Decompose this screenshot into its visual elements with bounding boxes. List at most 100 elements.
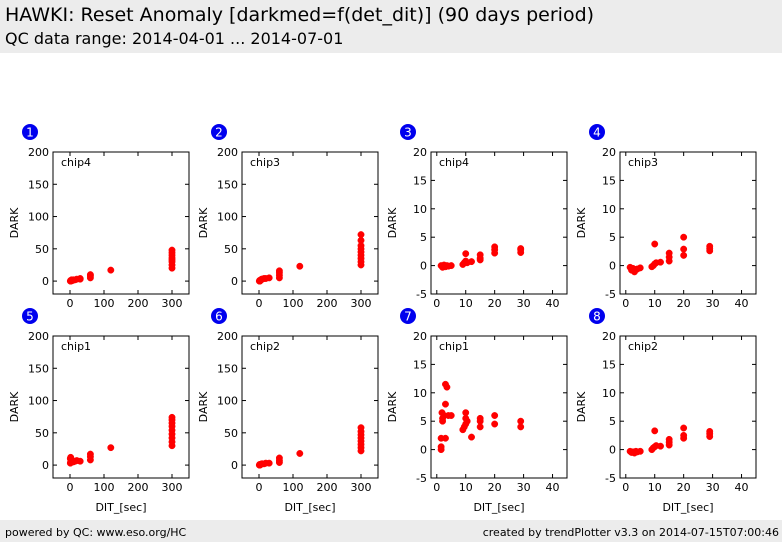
chip-label: chip3 [250,156,280,169]
footer-credit: powered by QC: www.eso.org/HC [5,526,187,539]
scatter-panel-2: 0 100 200 300 0 50 100 150 200 chip3 DARK 2 [197,124,379,310]
x-tick-label: 30 [517,297,531,310]
data-point [357,236,365,244]
data-point [476,251,484,259]
x-tick-label: 40 [546,297,560,310]
x-tick-label: 300 [162,481,183,494]
panel-number-badge [22,308,38,324]
footer-created: created by trendPlotter v3.3 on 2014-07-… [482,526,779,539]
y-tick-label: 20 [413,146,427,159]
x-tick-label: 40 [735,297,749,310]
y-tick-label: -5 [605,288,616,301]
y-axis-label: DARK [386,391,399,422]
header: HAWKI: Reset Anomaly [darkmed=f(det_dit)… [0,0,782,53]
data-point [517,245,525,253]
x-tick-label: 200 [317,481,338,494]
x-tick-label: 10 [648,481,662,494]
scatter-panel-5: 0 100 200 300 0 50 100 150 200 chip1 DARK DIT_[sec]… [8,308,190,514]
data-point [462,250,470,258]
chip-label: chip2 [250,340,280,353]
x-tick-label: 20 [488,297,502,310]
data-point [491,243,499,251]
y-tick-label: 0 [231,275,238,288]
y-tick-label: 50 [35,243,49,256]
y-axis-label: DARK [197,207,210,238]
y-tick-label: 100 [28,211,49,224]
data-point [657,442,664,450]
x-axis-label: DIT_[sec] [284,501,335,514]
x-tick-label: 100 [283,481,304,494]
scatter-panel-8: 0 10 20 30 40 -5 0 5 10 15 20 chip2 DARK DIT_[sec] 8 [575,308,757,514]
panel-number-badge [400,308,416,324]
y-tick-label: 20 [413,330,427,343]
data-point [447,412,455,419]
x-axis-label: DIT_[sec] [473,501,524,514]
y-tick-label: 10 [602,387,616,400]
y-tick-label: 150 [217,178,238,191]
data-point [680,251,688,259]
x-tick-label: 300 [351,481,372,494]
data-point [447,262,455,270]
y-tick-label: 15 [602,174,616,187]
data-point [86,450,94,458]
data-point [439,417,447,425]
data-point [517,417,525,425]
data-point [265,274,273,282]
data-point [463,417,471,425]
y-tick-label: 5 [609,415,616,428]
y-tick-label: 0 [609,260,616,273]
plot-frame [241,151,379,295]
x-axis-label: DIT_[sec] [662,501,713,514]
panel-number: 1 [26,126,34,140]
y-tick-label: 200 [28,146,49,159]
data-point [437,443,445,451]
y-tick-label: 0 [42,275,49,288]
data-point [275,267,283,275]
y-tick-label: 100 [217,211,238,224]
plot-frame [619,151,757,295]
y-tick-label: 150 [28,362,49,375]
x-tick-label: 300 [351,297,372,310]
x-tick-label: 200 [128,297,149,310]
data-point [706,242,714,250]
y-tick-label: -5 [416,288,427,301]
data-point [468,258,475,266]
data-point [443,383,451,391]
y-tick-label: 10 [413,203,427,216]
chip-label: chip1 [439,340,469,353]
panel-number-badge [211,308,227,324]
data-point [680,233,688,241]
panel-number: 7 [404,310,412,324]
y-axis-label: DARK [575,391,588,422]
panel-number: 4 [593,126,601,140]
scatter-panel-3: 0 10 20 30 40 -5 0 5 10 15 20 chip4 DARK 3 [386,124,568,310]
data-point [462,409,470,417]
y-axis-label: DARK [8,391,21,422]
data-point [636,447,644,455]
chip-label: chip4 [61,156,91,169]
data-point [76,275,84,282]
plot-frame [241,335,379,479]
data-point [636,264,644,272]
x-tick-label: 0 [433,297,440,310]
y-tick-label: 10 [413,387,427,400]
data-point [296,450,304,457]
y-tick-label: 15 [413,358,427,371]
y-tick-label: -5 [605,472,616,485]
scatter-panel-4: 0 10 20 30 40 -5 0 5 10 15 20 chip3 DARK 4 [575,124,757,310]
x-tick-label: 200 [317,297,338,310]
scatter-panel-6: 0 100 200 300 0 50 100 150 200 chip2 DARK DIT_[sec]… [197,308,379,514]
plot-frame [52,151,190,295]
page-subtitle: QC data range: 2014-04-01 ... 2014-07-01 [5,29,344,48]
plot-frame [619,335,757,479]
data-point [651,427,659,435]
data-point [468,433,475,441]
y-tick-label: 0 [231,459,238,472]
panel-number: 8 [593,310,601,324]
x-tick-label: 100 [283,297,304,310]
plot-frame [430,151,568,295]
x-tick-label: 0 [622,481,629,494]
x-axis-label: DIT_[sec] [95,501,146,514]
data-point [168,413,176,421]
